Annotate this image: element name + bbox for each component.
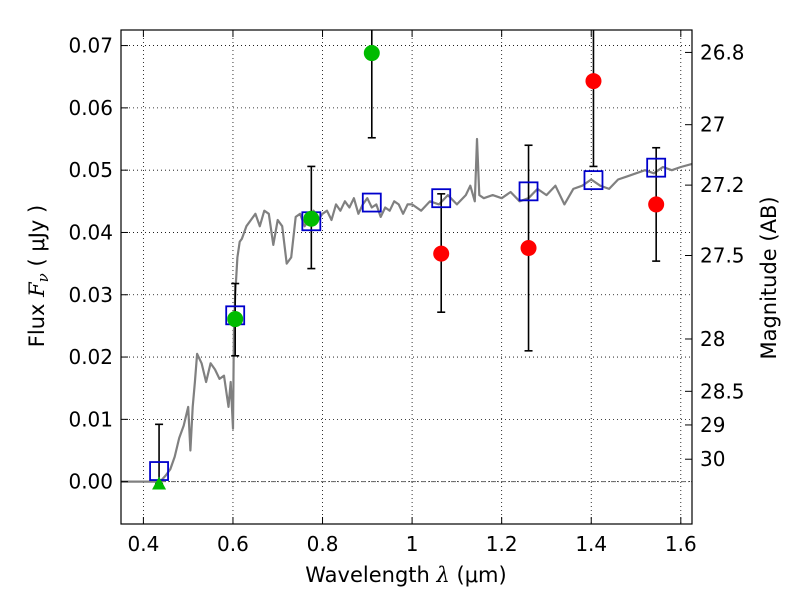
- axis-ticks: [121, 30, 692, 524]
- detection-point: [303, 210, 320, 227]
- x-tick-label: 0.6: [217, 532, 249, 556]
- measurement-point: [648, 196, 665, 213]
- y-tick-label: 0.00: [68, 470, 113, 494]
- model-box: [361, 192, 382, 213]
- magnitude-tick-label: 30: [700, 447, 725, 471]
- measurement-point: [585, 73, 602, 90]
- x-tick-label: 1: [406, 532, 419, 556]
- model-box: [518, 181, 539, 202]
- y-axis-label-main: Flux: [25, 297, 49, 347]
- x-tick-label: 1.2: [486, 532, 518, 556]
- magnitude-tick-label: 26.8: [700, 40, 745, 64]
- x-axis-label-symbol: λ: [436, 563, 450, 587]
- magnitude-tick-label: 27: [700, 113, 725, 137]
- measurement-point: [520, 240, 537, 257]
- y-tick-label: 0.01: [68, 407, 113, 431]
- magnitude-tick-label: 27.5: [700, 244, 745, 268]
- upper-limit-marker: [152, 476, 167, 490]
- y-tick-label: 0.04: [68, 220, 113, 244]
- x-tick-label: 1.6: [665, 532, 697, 556]
- x-axis-label-main: Wavelength: [305, 563, 436, 587]
- sed-model-curve: [121, 137, 693, 483]
- y-tick-label: 0.02: [68, 345, 113, 369]
- magnitude-tick-label: 27.2: [700, 173, 745, 197]
- y-axis-label: Flux Fν ( μJy ): [25, 205, 52, 347]
- x-tick-label: 1.4: [575, 532, 607, 556]
- y-tick-label: 0.03: [68, 283, 113, 307]
- x-tick-labels: 0.4 0.6 0.8 1 1.2 1.4 1.6: [127, 532, 696, 556]
- magnitude-tick-label: 28: [700, 327, 725, 351]
- y-tick-label: 0.07: [68, 34, 113, 58]
- y-axis-label-unit: ( μJy ): [25, 205, 49, 273]
- model-box: [431, 188, 452, 209]
- x-axis-label-unit: (μm): [450, 563, 507, 587]
- plot-frame: [120, 29, 693, 525]
- model-box: [583, 170, 604, 191]
- x-tick-label: 0.8: [307, 532, 339, 556]
- plot-content: [121, 30, 693, 490]
- y-tick-label: 0.05: [68, 158, 113, 182]
- y-axis-label-symbol: F: [25, 281, 49, 298]
- y-tick-labels: 0.00 0.01 0.02 0.03 0.04 0.05 0.06 0.07: [68, 34, 113, 494]
- model-box: [646, 157, 667, 178]
- y-axis-label-subscript: ν: [34, 273, 52, 282]
- y-tick-label: 0.06: [68, 96, 113, 120]
- measurement-point: [433, 245, 450, 262]
- magnitude-axis-label: Magnitude (AB): [757, 196, 781, 359]
- x-tick-label: 0.4: [127, 532, 159, 556]
- observed-points: [152, 45, 665, 490]
- model-photometry-boxes: [149, 157, 667, 481]
- magnitude-tick-label: 28.5: [700, 379, 745, 403]
- magnitude-tick-labels: 26.8 27 27.2 27.5 28 28.5 29 30: [700, 40, 745, 471]
- x-axis-label: Wavelength λ (μm): [305, 563, 506, 587]
- magnitude-tick-label: 29: [700, 413, 725, 437]
- detection-point: [363, 45, 380, 62]
- detection-point: [227, 311, 244, 328]
